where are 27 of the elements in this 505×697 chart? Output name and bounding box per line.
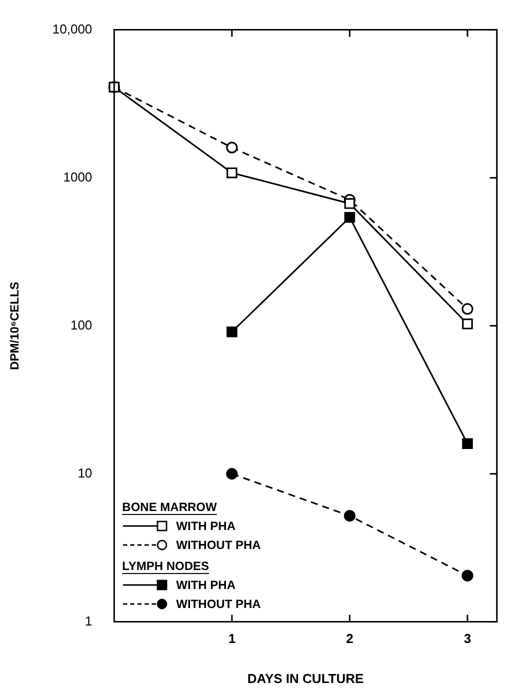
point [462,318,473,330]
y-tick-label: 100 [70,317,92,332]
point [226,167,238,178]
legend-label: WITHOUT PHA [176,596,261,613]
point [462,570,474,582]
legend-label: WITHOUT PHA [176,536,261,554]
point [344,212,356,223]
point [462,438,473,449]
point [226,468,238,480]
x-tick-label: 1 [228,631,236,646]
y-axis-title: DPM/10⁶CELLS [8,282,22,370]
annotation: LYMPH NODES [122,558,210,575]
x-axis-title: DAYS IN CULTURE [247,670,364,686]
y-tick-label: 10,000 [52,21,92,36]
point [226,142,238,154]
legend-label: WITH PHA [176,576,236,594]
x-tick-label: 2 [346,631,354,646]
point [462,303,474,315]
point [344,510,356,522]
legend-label: WITH PHA [176,518,236,535]
point [226,326,238,338]
x-tick-label: 3 [464,631,472,646]
annotation: BONE MARROW [122,498,218,516]
y-tick-label: 1 [84,613,92,628]
y-tick-label: 10 [78,465,92,480]
point [344,198,356,209]
y-tick-label: 1000 [63,169,92,184]
